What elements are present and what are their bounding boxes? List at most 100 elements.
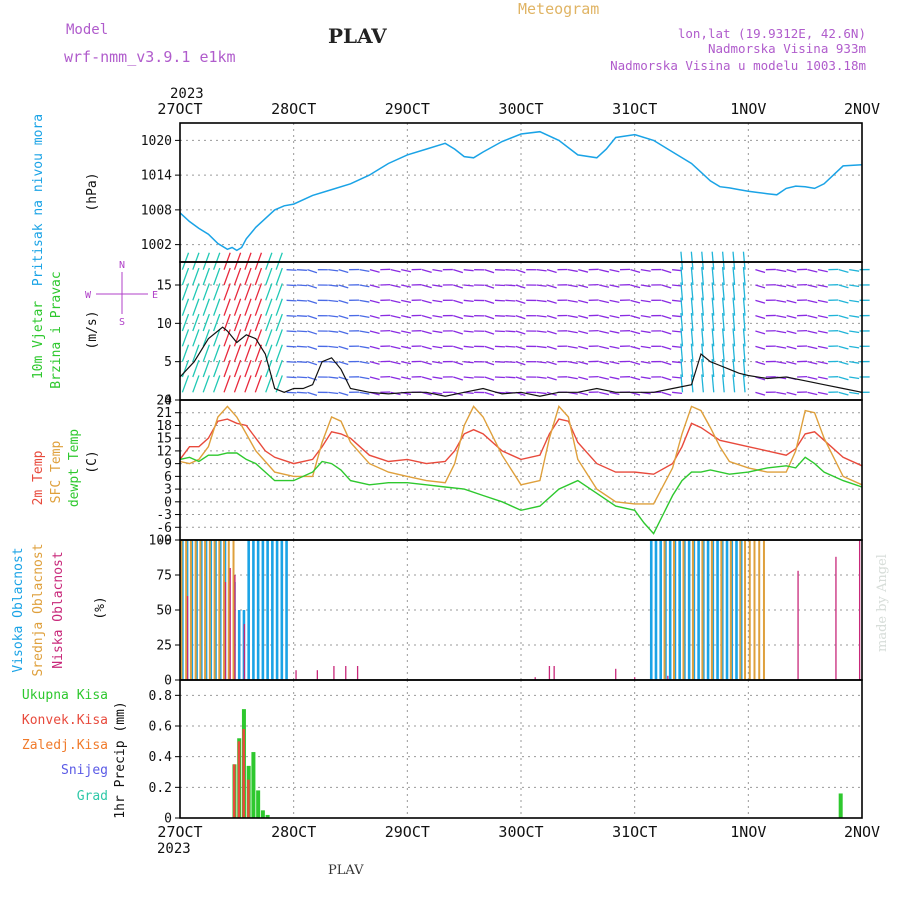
wind-arrow xyxy=(536,269,547,272)
precip-bar xyxy=(237,741,241,818)
wind-arrow xyxy=(661,391,672,396)
wind-arrow xyxy=(359,299,370,303)
wind-arrow xyxy=(244,298,252,316)
wind-arrow xyxy=(369,299,380,304)
wind-arrow xyxy=(401,269,412,273)
wind-arrow xyxy=(359,330,370,334)
wind-arrow xyxy=(286,345,297,348)
wind-arrow xyxy=(578,299,589,304)
temperature-ytick-label: -9 xyxy=(156,534,172,549)
wind-arrow xyxy=(742,251,746,270)
clouds-ytick-label: 0 xyxy=(164,674,172,689)
wind-arrow xyxy=(192,375,200,393)
wind-arrow xyxy=(453,330,464,335)
year-bottom: 2023 xyxy=(157,841,191,857)
wind-arrow xyxy=(390,345,401,350)
wind-arrow xyxy=(453,376,464,381)
wind-arrow xyxy=(546,361,557,366)
wind-arrow xyxy=(807,361,818,365)
wind-arrow xyxy=(721,282,725,301)
wind-arrow xyxy=(755,345,766,350)
xtick-bottom-label: 31OCT xyxy=(612,823,657,841)
compass-e: E xyxy=(152,290,158,301)
wind-arrow xyxy=(598,391,610,396)
wind-arrow xyxy=(672,345,683,348)
compass-w: W xyxy=(85,290,92,301)
wind-arrow xyxy=(254,267,263,286)
wind-arrow xyxy=(776,361,787,365)
wind-arrow xyxy=(817,269,828,273)
wind-arrow xyxy=(630,299,641,304)
wind-arrow xyxy=(701,359,704,378)
wind-arrow xyxy=(732,328,736,347)
wind-arrow xyxy=(661,376,672,381)
wind-arrow xyxy=(181,329,190,347)
wind-arrow xyxy=(701,267,704,286)
wind-arrow xyxy=(296,345,308,348)
wind-arrow xyxy=(401,376,412,380)
wind-ylabel-1: 10m Vjetar xyxy=(31,301,46,379)
wind-speed-line xyxy=(179,326,863,397)
wind-arrow xyxy=(338,376,349,381)
wind-arrow xyxy=(578,345,589,350)
wind-arrow xyxy=(307,315,318,320)
wind-arrow xyxy=(338,284,349,289)
wind-arrow xyxy=(690,359,694,378)
wind-arrow xyxy=(213,375,221,393)
temperature-ytick-label: -3 xyxy=(156,508,172,523)
wind-arrow xyxy=(690,282,694,301)
wind-arrow xyxy=(567,345,578,349)
wind-arrow xyxy=(192,298,200,316)
wind-arrow xyxy=(755,299,766,304)
wind-arrow xyxy=(786,299,797,304)
wind-arrow xyxy=(849,361,860,364)
wind-arrow xyxy=(690,297,694,316)
wind-arrow xyxy=(275,359,283,378)
station-title: PLAV xyxy=(328,24,387,48)
legend-conv: Konvek.Kisa xyxy=(22,713,108,728)
temperature-ytick-label: 24 xyxy=(156,394,172,409)
wind-arrow xyxy=(672,315,683,318)
wind-arrow xyxy=(505,315,516,318)
wind-arrow xyxy=(807,376,818,380)
wind-arrow xyxy=(609,330,620,334)
wind-arrow xyxy=(849,345,860,349)
wind-arrow xyxy=(202,267,210,286)
wind-arrow xyxy=(338,330,349,335)
wind-arrow xyxy=(711,343,715,362)
wind-arrow xyxy=(672,269,683,272)
wind-arrow xyxy=(213,359,221,378)
wind-arrow xyxy=(275,283,283,301)
wind-arrow xyxy=(233,329,242,347)
wind-arrow xyxy=(536,299,547,303)
wind-arrow xyxy=(690,251,694,270)
wind-arrow xyxy=(484,315,495,320)
wind-arrow xyxy=(672,391,683,394)
wind-arrow xyxy=(680,328,684,347)
wind-arrow xyxy=(213,313,221,332)
wind-arrow xyxy=(849,269,860,272)
wind-arrow xyxy=(546,330,557,335)
wind-arrow xyxy=(494,376,505,379)
precip-bar xyxy=(251,752,256,818)
wind-arrow xyxy=(661,284,672,289)
pressure-axis-labels: Pritisak na nivou mora (hPa) xyxy=(31,114,100,286)
wind-arrow xyxy=(432,284,443,288)
wind-ytick-label: 10 xyxy=(156,317,172,332)
wind-arrow xyxy=(609,299,620,304)
temperature-ytick-label: 9 xyxy=(164,457,172,472)
wind-arrow xyxy=(484,361,495,366)
xtick-bottom-label: 29OCT xyxy=(385,823,430,841)
wind-arrow xyxy=(742,328,746,347)
wind-arrow xyxy=(578,330,589,335)
wind-arrow xyxy=(286,376,297,379)
wind-arrow xyxy=(640,299,651,303)
wind-arrow xyxy=(463,299,474,303)
wind-arrow xyxy=(307,345,318,351)
wind-arrow xyxy=(181,344,190,362)
wind-arrow xyxy=(401,299,412,304)
wind-arrow xyxy=(578,315,589,319)
wind-arrow xyxy=(369,376,380,381)
wind-arrow xyxy=(721,297,725,316)
wind-arrow xyxy=(213,344,221,362)
